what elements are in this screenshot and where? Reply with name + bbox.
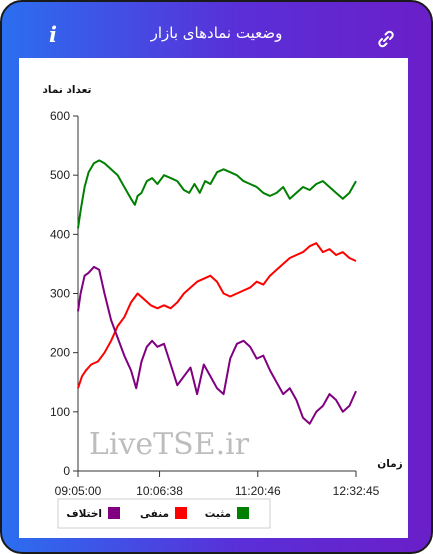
x-axis-label: زمان — [377, 458, 402, 470]
y-tick-label: 100 — [50, 405, 70, 419]
watermark: LiveTSE.ir — [89, 427, 250, 462]
line-chart: 0 100 200 300 400 500 600 تعداد نماد 09:05:00 10:… — [43, 84, 403, 529]
page-title: وضعیت نمادهای بازار — [150, 24, 283, 42]
legend-label-2: منفی — [140, 508, 169, 520]
series-line-1 — [77, 159, 357, 229]
legend-label-1: مثبت — [205, 508, 231, 520]
legend-swatch-2 — [175, 507, 187, 519]
legend-box — [57, 498, 271, 529]
x-tick-label: 11:20:46 — [235, 484, 281, 498]
x-tick-label: 09:05:00 — [55, 484, 102, 498]
y-tick-label: 200 — [50, 346, 70, 360]
legend-swatch-3 — [108, 507, 120, 519]
series-line-3 — [77, 265, 357, 425]
x-tick-label: 10:06:38 — [136, 484, 183, 498]
link-icon[interactable] — [375, 28, 397, 50]
header-bar: i وضعیت نمادهای بازار — [2, 2, 431, 58]
legend-swatch-1 — [237, 507, 249, 519]
y-tick-label: 600 — [50, 109, 70, 123]
x-tick-label: 12:32:45 — [333, 484, 380, 498]
y-tick-label: 500 — [50, 168, 70, 182]
y-tick-label: 300 — [50, 287, 70, 301]
y-tick-label: 0 — [63, 464, 70, 478]
y-tick-label: 400 — [50, 227, 70, 241]
series-line-2 — [77, 242, 357, 389]
legend-label-3: اختلاف — [66, 508, 102, 520]
y-axis-label: تعداد نماد — [43, 84, 92, 96]
info-icon[interactable]: i — [49, 22, 57, 47]
chart-panel: 0 100 200 300 400 500 600 تعداد نماد 09:05:00 10:… — [19, 58, 408, 538]
